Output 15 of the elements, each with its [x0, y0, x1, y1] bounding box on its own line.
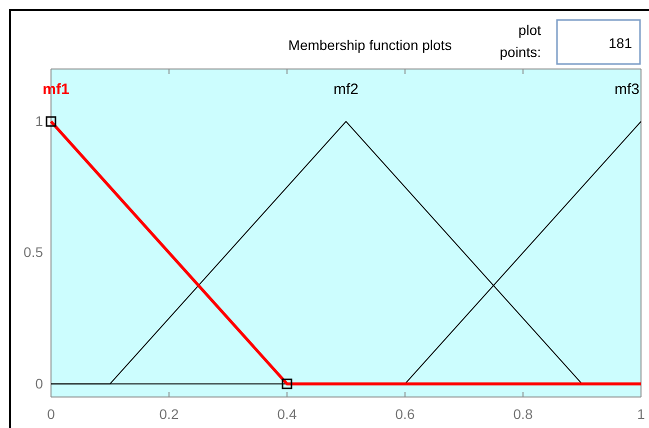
x-tick-label: 0	[47, 406, 56, 422]
x-tick-label: 0.2	[159, 406, 179, 422]
x-tick-label: 0.4	[277, 406, 297, 422]
series-label: mf1	[42, 81, 70, 98]
y-tick-label: 1	[35, 112, 44, 129]
x-tick-label: 1	[637, 406, 646, 422]
x-tick-label: 0.6	[395, 406, 415, 422]
text: plot points:	[500, 22, 542, 60]
y-tick-label: 0.5	[24, 244, 44, 260]
series-label: mf3	[614, 81, 640, 98]
x-tick-label: 0.8	[513, 406, 533, 422]
series-label: mf2	[333, 81, 359, 98]
chart-title: Membership function plots	[288, 37, 452, 53]
text: 181	[608, 35, 632, 51]
y-tick-label: 0	[35, 375, 44, 392]
